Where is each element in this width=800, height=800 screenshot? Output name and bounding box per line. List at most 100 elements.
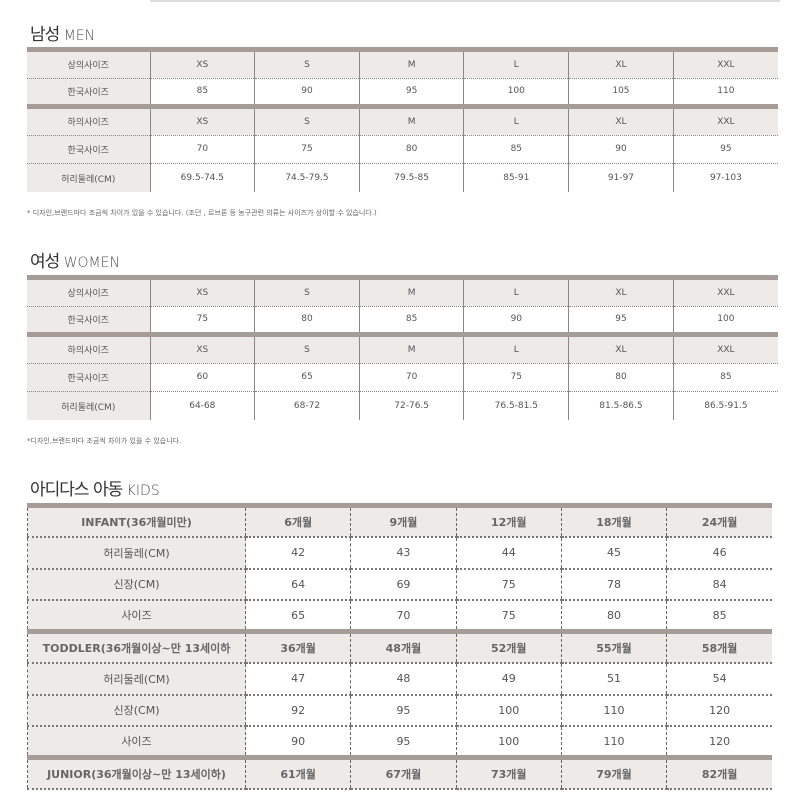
table-cell: 76.5-81.5 [463,391,569,420]
table-cell: 48개월 [350,629,457,664]
men-title-en: MEN [63,28,96,44]
women-title-en: WOMEN [63,255,120,271]
row-header-cell: 신장(CM) [27,568,246,601]
table-cell: 51 [560,663,667,696]
table-cell: 120 [666,726,772,759]
table-cell: XXL [672,47,778,79]
table-cell: 97-103 [672,163,778,192]
row-header-cell: 한국사이즈 [27,363,150,392]
table-cell: 90 [254,78,360,107]
table-cell: 75 [455,600,562,633]
table-cell: 74.5-79.5 [254,163,360,192]
table-cell: L [463,275,569,307]
table-cell: 75 [254,135,360,164]
table-row: 신장(CM) 64 69 75 78 84 [27,568,772,601]
table-cell: 120 [666,694,772,727]
table-cell: 64 [244,568,351,601]
women-note: *디자인,브랜드마다 조금씩 차이가 있을 수 있습니다. [27,437,182,445]
men-size-table: 상의사이즈 XS S M L XL XXL 한국사이즈 85 90 95 100 105 110 하의사이즈… [27,47,778,192]
table-cell: 78 [560,568,667,601]
table-cell: 80 [568,363,674,392]
table-cell: 64-68 [149,391,255,420]
table-cell: XL [568,104,674,136]
table-row: 상의사이즈 XS S M L XL XXL [27,275,778,307]
top-divider [150,0,780,2]
table-row: 하의사이즈 XS S M L XL XXL [27,104,778,136]
table-cell: 79.5-85 [358,163,464,192]
table-row: 한국사이즈 75 80 85 90 95 100 [27,306,778,335]
table-cell: 90 [244,726,351,759]
table-cell: 61개월 [244,755,351,790]
table-cell: 70 [149,135,255,164]
table-cell: 73개월 [455,755,562,790]
table-cell: XS [149,47,255,79]
table-cell: 85 [149,78,255,107]
table-cell: L [463,104,569,136]
table-cell: 55개월 [560,629,667,664]
kids-title-en: KIDS [126,483,160,499]
table-cell: L [463,332,569,364]
table-row: 허리둘레(CM) 69.5-74.5 74.5-79.5 79.5-85 85-91 91… [27,163,778,192]
table-cell: 79개월 [560,755,667,790]
row-header-cell: 한국사이즈 [27,135,150,164]
table-row: JUNIOR(36개월이상~만 13세이하) 61개월 67개월 73개월 79개월 82… [27,755,772,790]
row-header-cell: 한국사이즈 [27,306,150,335]
row-header-cell: INFANT(36개월미만) [27,503,246,538]
table-cell: 90 [568,135,674,164]
table-cell: S [254,104,360,136]
row-header-cell: 상의사이즈 [27,47,150,79]
kids-size-table: INFANT(36개월미만) 6개월 9개월 12개월 18개월 24개월 허리둘레(CM)… [27,503,772,790]
table-cell: XL [568,275,674,307]
row-header-cell: 허리둘레(CM) [27,663,246,696]
table-row: 신장(CM) 92 95 100 110 120 [27,694,772,727]
table-cell: XS [149,275,255,307]
table-cell: 69 [350,568,457,601]
row-header-cell: 신장(CM) [27,694,246,727]
table-cell: XL [568,332,674,364]
table-cell: 80 [560,600,667,633]
table-cell: 52개월 [455,629,562,664]
table-cell: 100 [455,726,562,759]
table-cell: S [254,47,360,79]
table-cell: 92 [244,694,351,727]
table-cell: L [463,47,569,79]
table-cell: 90 [463,306,569,335]
table-row: 사이즈 90 95 100 110 120 [27,726,772,759]
table-cell: 49 [455,663,562,696]
table-row: 상의사이즈 XS S M L XL XXL [27,47,778,79]
table-cell: 45 [560,537,667,570]
table-cell: 80 [358,135,464,164]
table-cell: 24개월 [666,503,772,538]
row-header-cell: 허리둘레(CM) [27,391,150,420]
row-header-cell: 하의사이즈 [27,104,150,136]
table-row: 허리둘레(CM) 42 43 44 45 46 [27,537,772,570]
table-row: 한국사이즈 60 65 70 75 80 85 [27,363,778,392]
row-header-cell: 사이즈 [27,600,246,633]
table-cell: XS [149,104,255,136]
table-cell: 82개월 [666,755,772,790]
table-cell: 110 [672,78,778,107]
row-header-cell: 상의사이즈 [27,275,150,307]
table-cell: 70 [358,363,464,392]
table-cell: 80 [254,306,360,335]
kids-title-ko: 아디다스 아동 [30,480,123,500]
table-row: INFANT(36개월미만) 6개월 9개월 12개월 18개월 24개월 [27,503,772,538]
table-cell: 110 [560,694,667,727]
women-title-ko: 여성 [30,252,60,272]
table-cell: 48 [350,663,457,696]
table-cell: 85 [666,600,772,633]
table-row: TODDLER(36개월이상~만 13세이하 36개월 48개월 52개월 55개월 58… [27,629,772,664]
table-cell: 85 [672,363,778,392]
table-cell: XXL [672,275,778,307]
men-note: * 디자인,브랜드마다 조금씩 차이가 있을 수 있습니다. (조던 , 르브론… [27,209,377,217]
table-cell: 67개월 [350,755,457,790]
table-cell: XXL [672,332,778,364]
table-cell: 65 [254,363,360,392]
row-header-cell: 허리둘레(CM) [27,537,246,570]
table-cell: 36개월 [244,629,351,664]
table-cell: 70 [350,600,457,633]
table-cell: 95 [568,306,674,335]
table-cell: 42 [244,537,351,570]
table-cell: 75 [463,363,569,392]
table-row: 허리둘레(CM) 47 48 49 51 54 [27,663,772,696]
